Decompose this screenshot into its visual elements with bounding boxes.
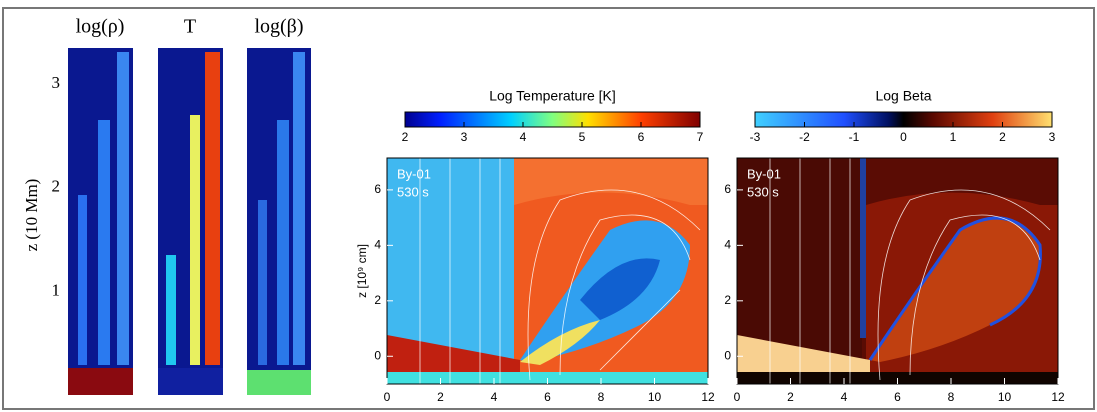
left-images [68, 48, 311, 395]
x-tick-label: 8 [948, 390, 955, 404]
colorbar-tick-label: 2 [402, 130, 409, 144]
y-tick-label: 3 [52, 73, 61, 92]
panel-label: 530 s [747, 184, 779, 199]
x-tick-label: 6 [544, 390, 551, 404]
x-tick-label: 2 [437, 390, 444, 404]
y-axis-label: z (10 Mm) [22, 179, 41, 252]
colorbar-tick-label: 1 [950, 130, 957, 144]
y-tick-label: 2 [374, 293, 381, 307]
colorbar-tick-label: 0 [900, 130, 907, 144]
y-tick-label: 2 [52, 177, 61, 196]
panel-title: log(β) [254, 16, 303, 38]
y-tick-label: 4 [374, 238, 381, 252]
y-tick-label: 6 [724, 182, 731, 196]
frame [2, 7, 1095, 410]
colorbar-tick-label: 7 [697, 130, 704, 144]
y-tick-label: 1 [52, 280, 61, 299]
panel-title: T [184, 16, 196, 38]
colorbar-tick-label: 6 [638, 130, 645, 144]
panel-title: log(ρ) [76, 16, 125, 38]
x-tick-label: 4 [841, 390, 848, 404]
x-tick-label: 8 [598, 390, 605, 404]
y-axis-label: z [10⁹ cm] [355, 244, 369, 298]
colorbar-tick-label: 2 [999, 130, 1006, 144]
x-tick-label: 12 [701, 390, 715, 404]
colorbar-tick-label: -3 [750, 130, 761, 144]
y-tick-label: 0 [724, 348, 731, 362]
colorbar-tick-label: 5 [579, 130, 586, 144]
x-tick-label: 10 [998, 390, 1012, 404]
colorbar-label: Log Beta [875, 88, 931, 104]
panel-label: 530 s [397, 184, 429, 199]
colorbar-tick-label: -1 [849, 130, 860, 144]
x-tick-label: 0 [384, 390, 391, 404]
y-tick-label: 2 [724, 293, 731, 307]
x-tick-label: 10 [648, 390, 662, 404]
panel-label: By-01 [397, 166, 431, 181]
y-tick-label: 4 [724, 238, 731, 252]
y-tick-label: 6 [374, 182, 381, 196]
beta-image [737, 158, 1058, 384]
colorbar-tick-label: -2 [799, 130, 810, 144]
x-tick-label: 2 [787, 390, 794, 404]
x-tick-label: 0 [734, 390, 741, 404]
x-tick-label: 4 [491, 390, 498, 404]
y-tick-label: 0 [374, 348, 381, 362]
panel-label: By-01 [747, 166, 781, 181]
colorbar-temperature [404, 111, 701, 128]
colorbar-tick-label: 3 [1049, 130, 1056, 144]
x-tick-label: 6 [894, 390, 901, 404]
colorbar-tick-label: 3 [461, 130, 468, 144]
temperature-image [387, 158, 708, 384]
x-tick-label: 12 [1051, 390, 1065, 404]
colorbar-label: Log Temperature [K] [489, 88, 616, 104]
colorbar-tick-label: 4 [520, 130, 527, 144]
